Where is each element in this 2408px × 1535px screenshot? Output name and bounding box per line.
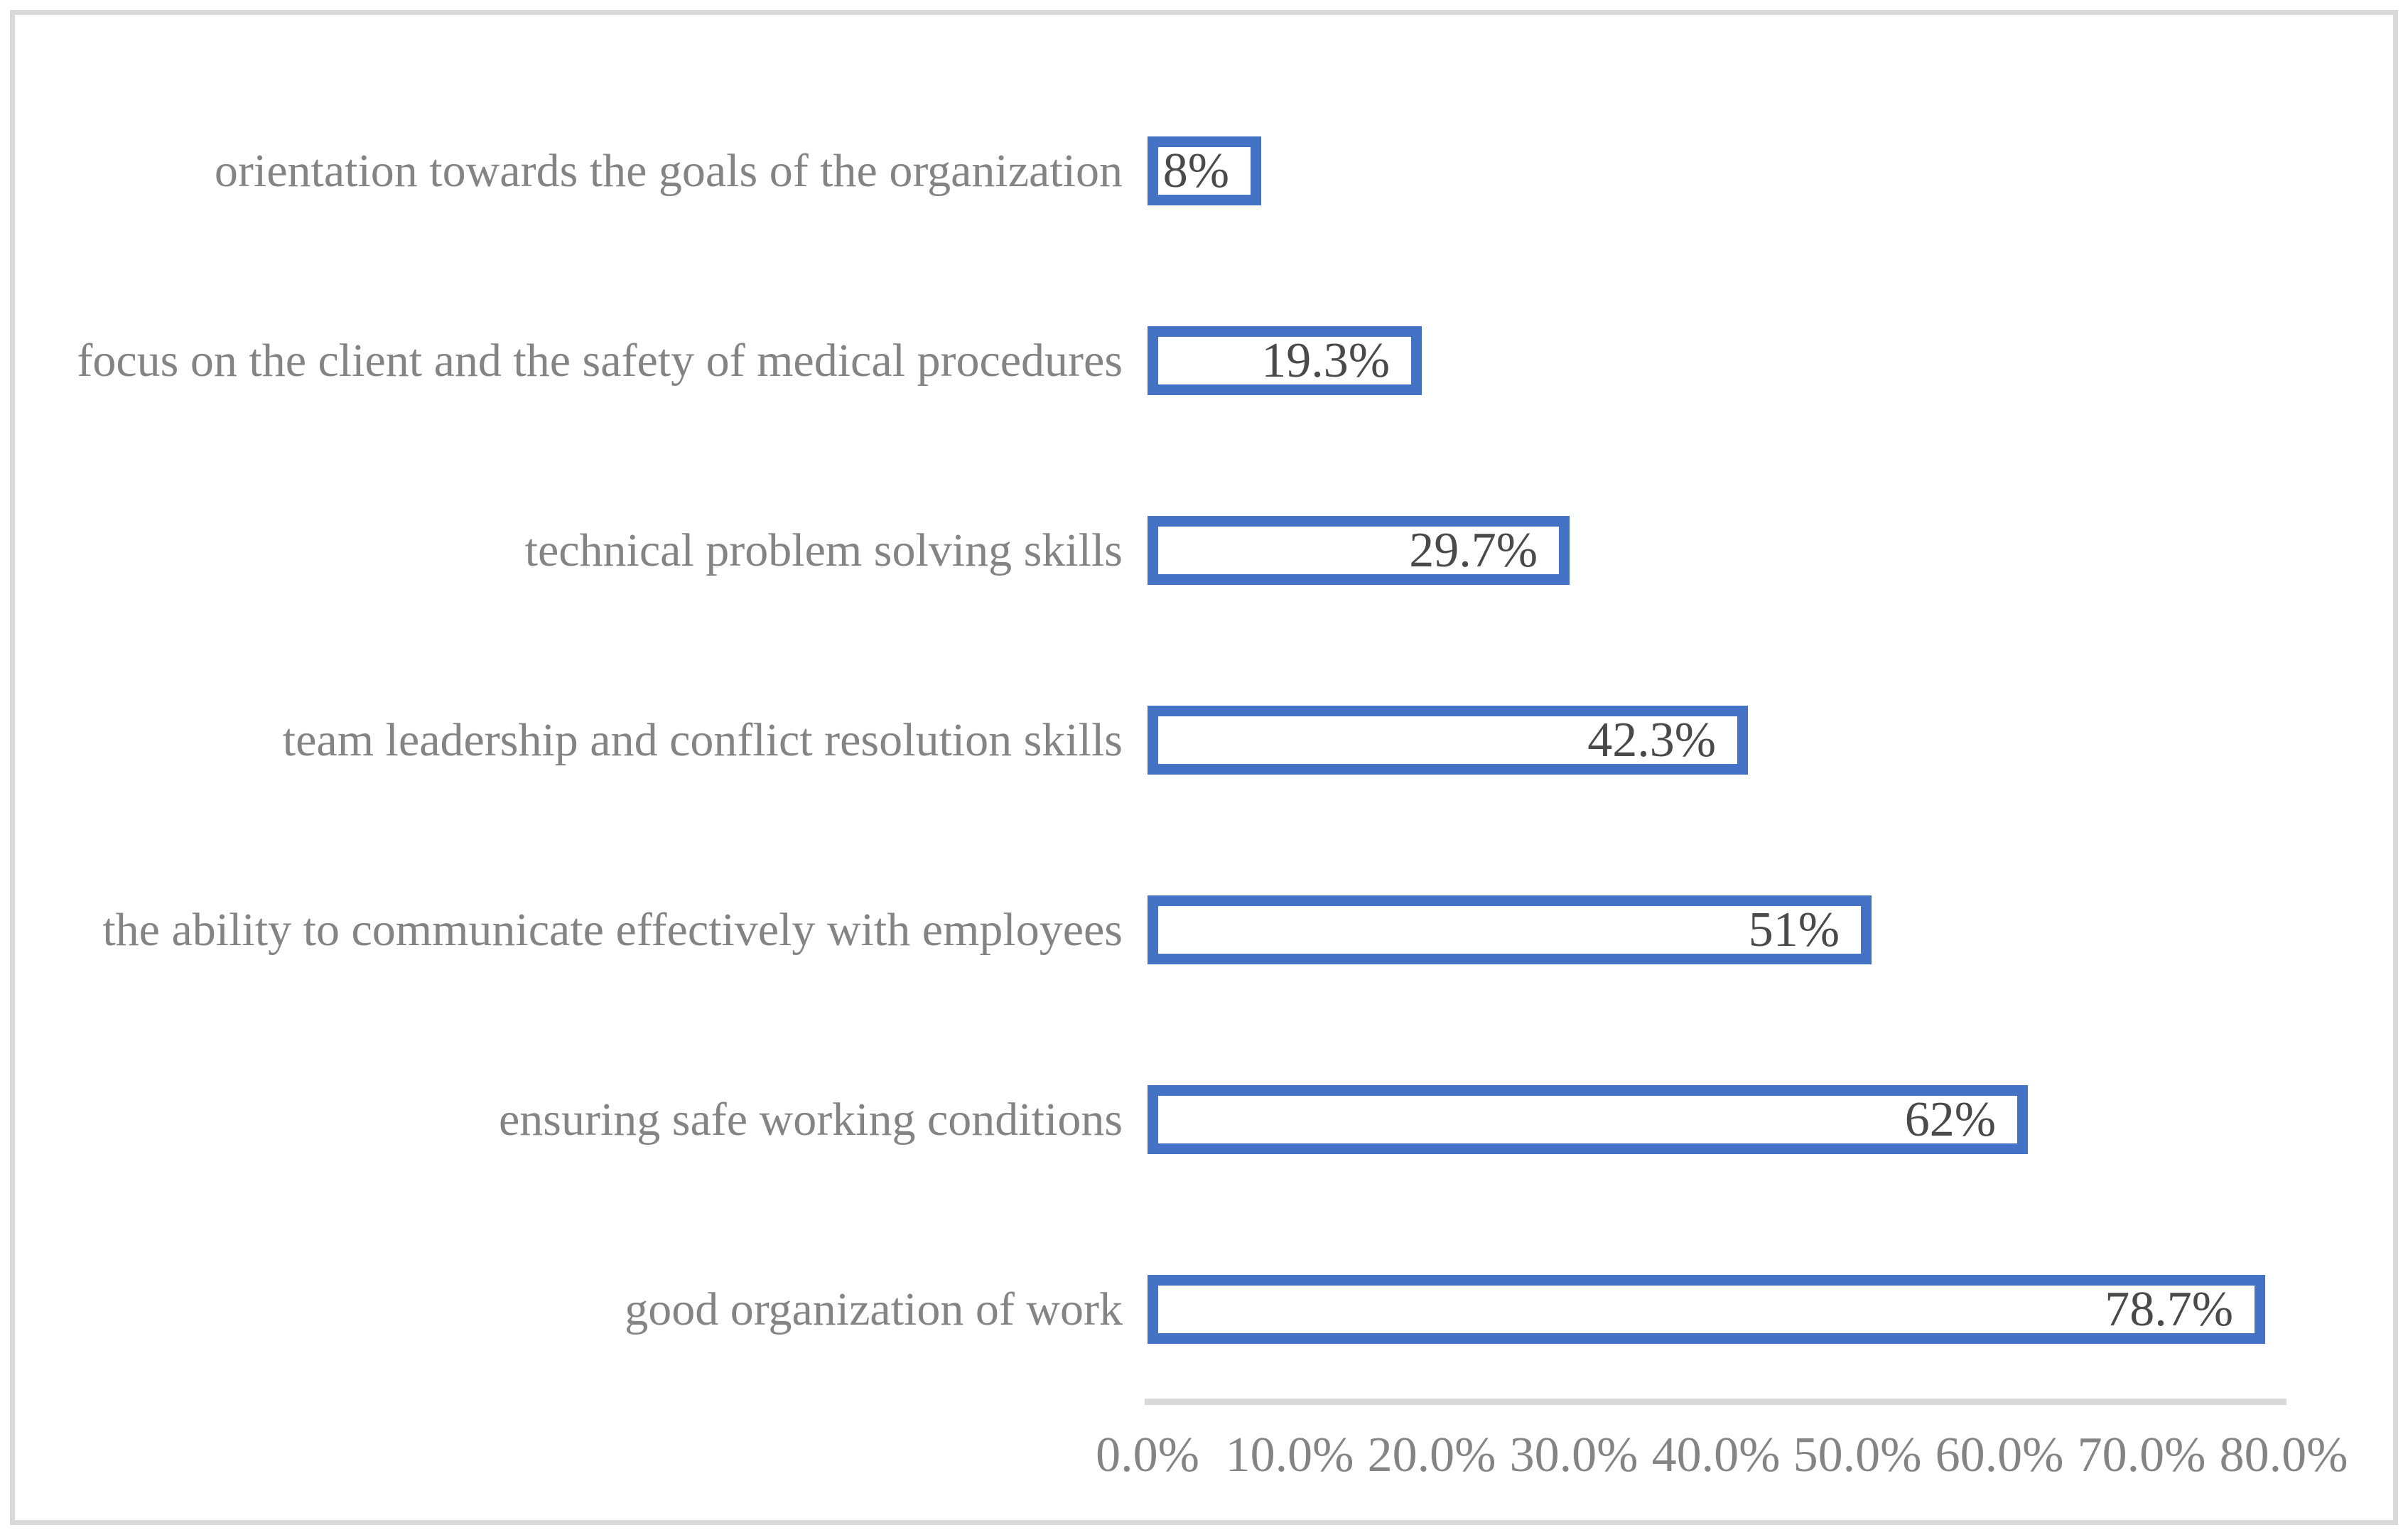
x-tick-label: 70.0% — [2077, 1428, 2206, 1482]
x-tick-label: 50.0% — [1793, 1428, 1922, 1482]
category-label: technical problem solving skills — [524, 524, 1123, 576]
value-label: 29.7% — [1409, 522, 1538, 578]
category-label: focus on the client and the safety of me… — [77, 335, 1123, 387]
value-label: 42.3% — [1587, 712, 1716, 768]
bar: 19.3% — [1148, 326, 1422, 395]
value-label: 19.3% — [1261, 333, 1390, 388]
bar: 51% — [1148, 895, 1872, 964]
bar: 78.7% — [1148, 1275, 2265, 1344]
category-label: the ability to communicate effectively w… — [102, 904, 1123, 956]
x-tick-label: 60.0% — [1935, 1428, 2064, 1482]
category-label: orientation towards the goals of the org… — [214, 145, 1123, 197]
value-label: 51% — [1748, 902, 1840, 957]
category-label: good organization of work — [625, 1283, 1123, 1335]
value-label: 62% — [1904, 1092, 1996, 1147]
bar: 42.3% — [1148, 706, 1748, 775]
category-label: team leadership and conflict resolution … — [282, 714, 1123, 766]
value-label: 78.7% — [2105, 1281, 2233, 1337]
x-tick-label: 20.0% — [1367, 1428, 1496, 1482]
category-label: ensuring safe working conditions — [498, 1094, 1123, 1146]
bar: 29.7% — [1148, 516, 1570, 585]
x-axis-line — [1145, 1399, 2286, 1405]
x-tick-label: 30.0% — [1509, 1428, 1638, 1482]
bar: 62% — [1148, 1085, 2028, 1154]
x-tick-label: 10.0% — [1225, 1428, 1354, 1482]
x-tick-label: 0.0% — [1096, 1428, 1199, 1482]
x-tick-label: 40.0% — [1651, 1428, 1781, 1482]
x-tick-label: 80.0% — [2219, 1428, 2348, 1482]
value-label: 8% — [1162, 143, 1229, 198]
bar: 8% — [1148, 136, 1261, 205]
